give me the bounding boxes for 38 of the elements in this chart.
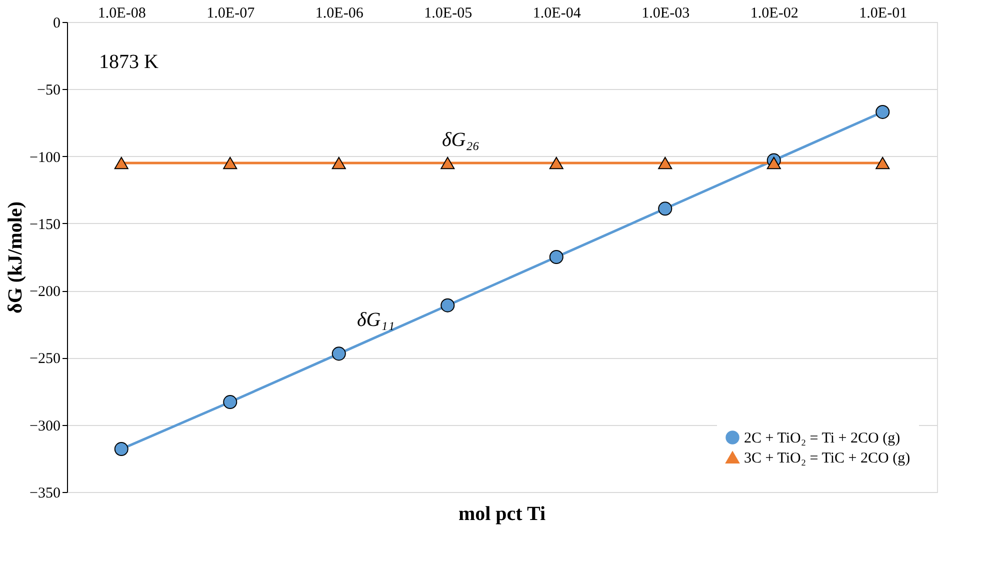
y-tick-label: 0 [53,16,60,32]
point [440,298,455,312]
annotation: 1873 K [99,51,159,73]
y-tick-label: −50 [37,82,60,99]
legend-label: 2C + TiO₂ = Ti + 2CO (g) [744,430,900,446]
point [114,442,128,456]
point [658,202,672,216]
point [440,156,455,170]
point [549,156,564,170]
x-tick-label: 1.0E-08 [98,6,146,22]
x-axis-title: mol pct Ti [458,503,546,525]
x-tick-label: 1.0E-06 [315,6,364,22]
y-tick-label: −150 [30,216,60,233]
x-tick-label: 1.0E-07 [206,6,256,22]
point [332,346,346,361]
x-tick-label: 1.0E-03 [642,6,690,22]
x-tick-label: 1.0E-04 [532,6,582,22]
legend-label: 3C + TiO₂ = TiC + 2CO (g) [744,450,910,466]
point [876,104,890,119]
x-tick-label: 1.0E-05 [424,6,472,22]
point [332,156,346,170]
point [223,395,238,410]
y-tick-label: −250 [30,351,60,368]
y-tick-label: −350 [30,486,60,502]
y-tick-label: −100 [30,150,60,166]
x-tick-label: 1.0E-01 [859,6,908,22]
point [549,250,564,264]
point [223,156,238,170]
y-tick-label: −200 [30,284,60,300]
point [114,156,128,170]
y-axis-title: δG (kJ/mole) [4,201,27,314]
annotation: δG₂₆ [442,129,480,151]
annotation: δG₁₁ [357,309,395,331]
point [876,156,890,170]
point [658,156,672,170]
x-tick-label: 1.0E-02 [750,6,798,22]
y-tick-label: −300 [30,418,60,434]
point [766,156,781,170]
